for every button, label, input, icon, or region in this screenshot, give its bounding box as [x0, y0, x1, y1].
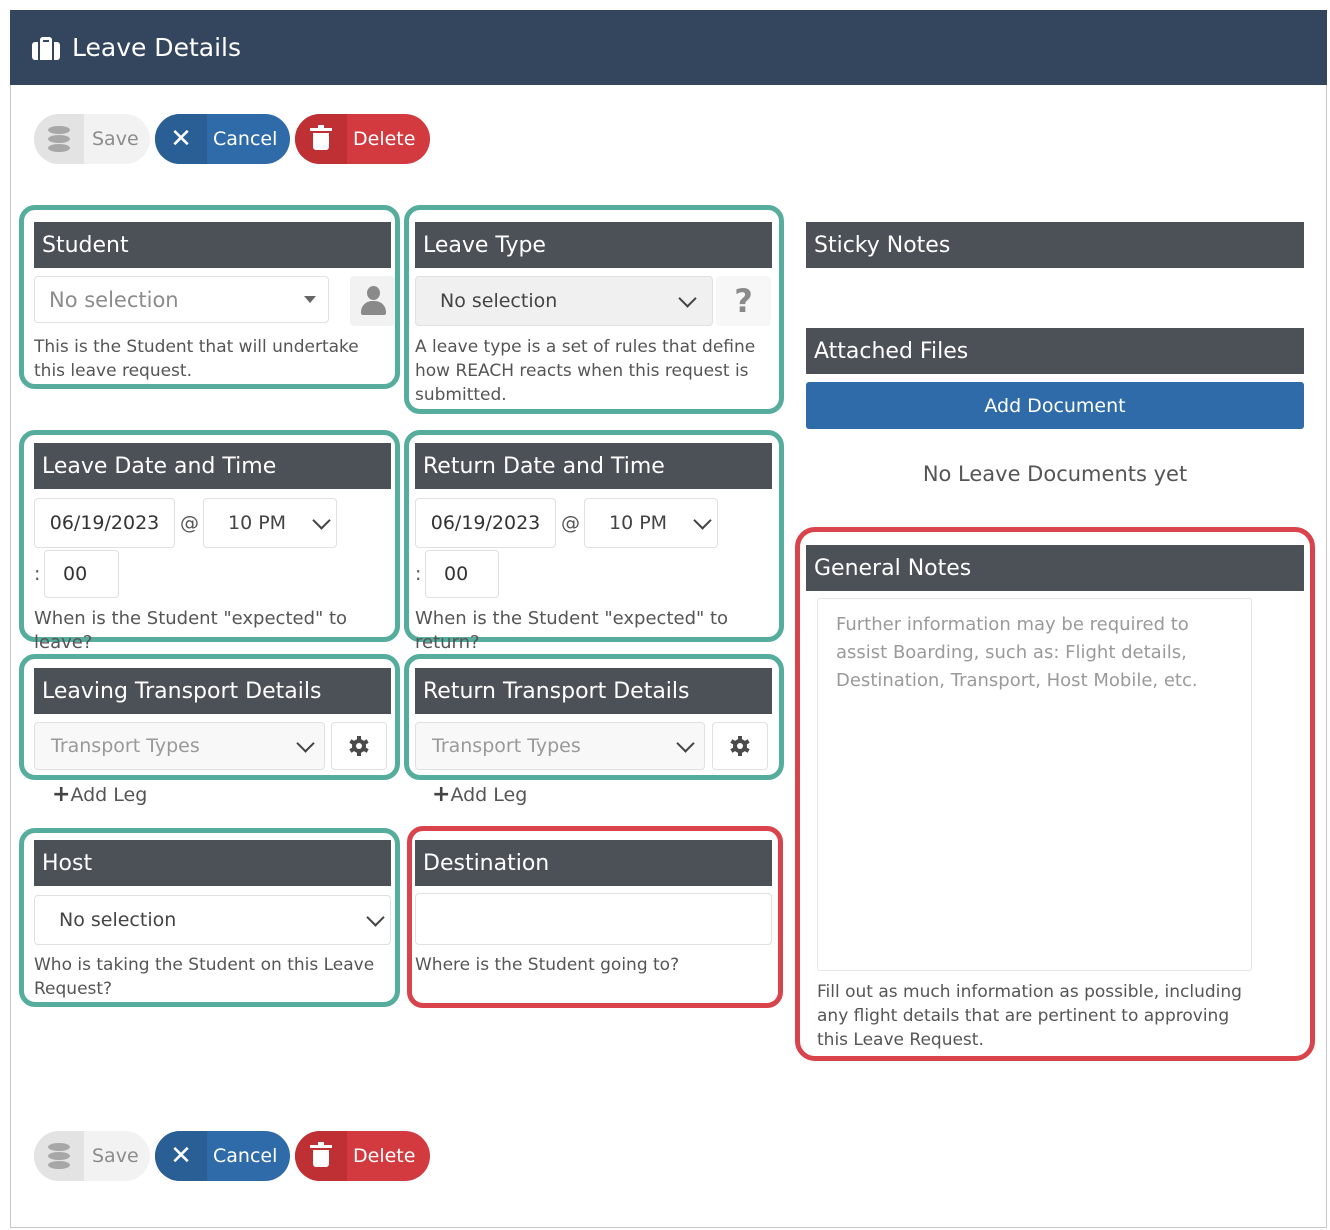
save-button[interactable]: Save: [34, 114, 150, 164]
delete-button-label: Delete: [353, 1145, 416, 1167]
gear-icon: [730, 736, 750, 756]
trash-icon: [310, 1142, 332, 1167]
database-icon: [48, 1143, 70, 1169]
host-select-value: No selection: [59, 909, 177, 931]
destination-input[interactable]: [415, 893, 772, 945]
database-icon: [48, 126, 70, 152]
leave-type-heading: Leave Type: [415, 222, 772, 268]
student-select-value: No selection: [49, 287, 179, 312]
page-header: Leave Details: [10, 10, 1327, 85]
return-datetime-help: When is the Student "expected" to return…: [415, 608, 729, 653]
colon-symbol: :: [415, 563, 422, 585]
page-title: Leave Details: [72, 33, 241, 62]
leave-datetime-help: When is the Student "expected" to leave?: [34, 608, 348, 653]
briefcase-icon: [32, 36, 60, 60]
host-heading: Host: [34, 840, 391, 886]
question-icon[interactable]: ?: [716, 276, 771, 326]
no-documents-text: No Leave Documents yet: [922, 462, 1188, 486]
student-highlight: [19, 205, 400, 389]
leaving-transport-heading: Leaving Transport Details: [34, 668, 391, 714]
student-lookup-button[interactable]: [350, 276, 395, 326]
save-button-label: Save: [92, 1145, 139, 1167]
return-hour-select[interactable]: 10 PM: [584, 498, 718, 548]
cancel-button[interactable]: ✕ Cancel: [155, 114, 290, 164]
leave-type-help: A leave type is a set of rules that defi…: [415, 337, 756, 405]
delete-button[interactable]: Delete: [295, 114, 430, 164]
chevron-down-icon: [312, 510, 331, 530]
chevron-down-icon: [676, 733, 695, 753]
leave-type-select[interactable]: No selection: [415, 276, 713, 326]
plus-icon: +: [432, 782, 451, 807]
add-document-button[interactable]: Add Document: [806, 382, 1304, 429]
return-date-input[interactable]: 06/19/2023: [415, 498, 556, 548]
student-help: This is the Student that will undertake …: [34, 337, 359, 381]
return-transport-highlight: [404, 654, 784, 780]
delete-button-label: Delete: [353, 128, 416, 150]
leaving-transport-settings-button[interactable]: [331, 722, 387, 770]
plus-icon: +: [52, 782, 71, 807]
return-add-leg-link[interactable]: +Add Leg: [432, 782, 527, 807]
close-icon: ✕: [170, 1141, 192, 1171]
cancel-button-label: Cancel: [213, 128, 278, 150]
sticky-notes-heading: Sticky Notes: [806, 222, 1304, 268]
chevron-down-icon: [678, 288, 697, 308]
destination-help: Where is the Student going to?: [415, 955, 680, 975]
chevron-down-icon: [296, 733, 315, 753]
leaving-add-leg-link[interactable]: +Add Leg: [52, 782, 147, 807]
return-transport-settings-button[interactable]: [712, 722, 768, 770]
at-symbol: @: [561, 512, 580, 534]
general-notes-textarea[interactable]: Further information may be required to a…: [817, 598, 1252, 971]
student-heading: Student: [34, 222, 391, 268]
leaving-transport-placeholder: Transport Types: [51, 735, 200, 757]
return-add-leg-label: Add Leg: [450, 784, 528, 806]
host-select[interactable]: No selection: [34, 895, 391, 945]
delete-button-bottom[interactable]: Delete: [295, 1131, 430, 1181]
general-notes-highlight: [795, 527, 1315, 1061]
host-help: Who is taking the Student on this Leave …: [34, 955, 375, 999]
attached-files-heading: Attached Files: [806, 328, 1304, 374]
return-transport-heading: Return Transport Details: [415, 668, 772, 714]
leave-type-highlight: [404, 205, 784, 414]
leave-type-select-value: No selection: [440, 290, 558, 312]
leave-minute-input[interactable]: 00: [44, 550, 119, 598]
close-icon: ✕: [170, 124, 192, 154]
trash-icon: [310, 125, 332, 150]
return-minute-input[interactable]: 00: [425, 550, 499, 598]
caret-down-icon: [304, 296, 316, 303]
chevron-down-icon: [693, 510, 712, 530]
save-button-label: Save: [92, 128, 139, 150]
return-transport-select[interactable]: Transport Types: [415, 722, 705, 770]
general-notes-help: Fill out as much information as possible…: [817, 982, 1242, 1050]
leaving-transport-select[interactable]: Transport Types: [34, 722, 325, 770]
leave-datetime-highlight: [19, 430, 400, 642]
leaving-transport-highlight: [19, 654, 400, 780]
return-datetime-highlight: [404, 430, 784, 642]
leave-datetime-heading: Leave Date and Time: [34, 443, 391, 489]
leave-hour-select[interactable]: 10 PM: [203, 498, 337, 548]
cancel-button-label: Cancel: [213, 1145, 278, 1167]
leave-date-input[interactable]: 06/19/2023: [34, 498, 175, 548]
student-select[interactable]: No selection: [34, 276, 329, 323]
general-notes-heading: General Notes: [806, 545, 1304, 591]
at-symbol: @: [180, 512, 199, 534]
leaving-add-leg-label: Add Leg: [70, 784, 148, 806]
leave-hour-value: 10 PM: [228, 512, 287, 534]
cancel-button-bottom[interactable]: ✕ Cancel: [155, 1131, 290, 1181]
colon-symbol: :: [34, 563, 41, 585]
person-icon: [360, 286, 386, 316]
save-button-bottom[interactable]: Save: [34, 1131, 150, 1181]
destination-heading: Destination: [415, 840, 772, 886]
destination-highlight: [407, 826, 783, 1008]
return-datetime-heading: Return Date and Time: [415, 443, 772, 489]
gear-icon: [349, 736, 369, 756]
return-transport-placeholder: Transport Types: [432, 735, 581, 757]
return-hour-value: 10 PM: [609, 512, 668, 534]
host-highlight: [19, 828, 400, 1007]
chevron-down-icon: [366, 907, 385, 927]
